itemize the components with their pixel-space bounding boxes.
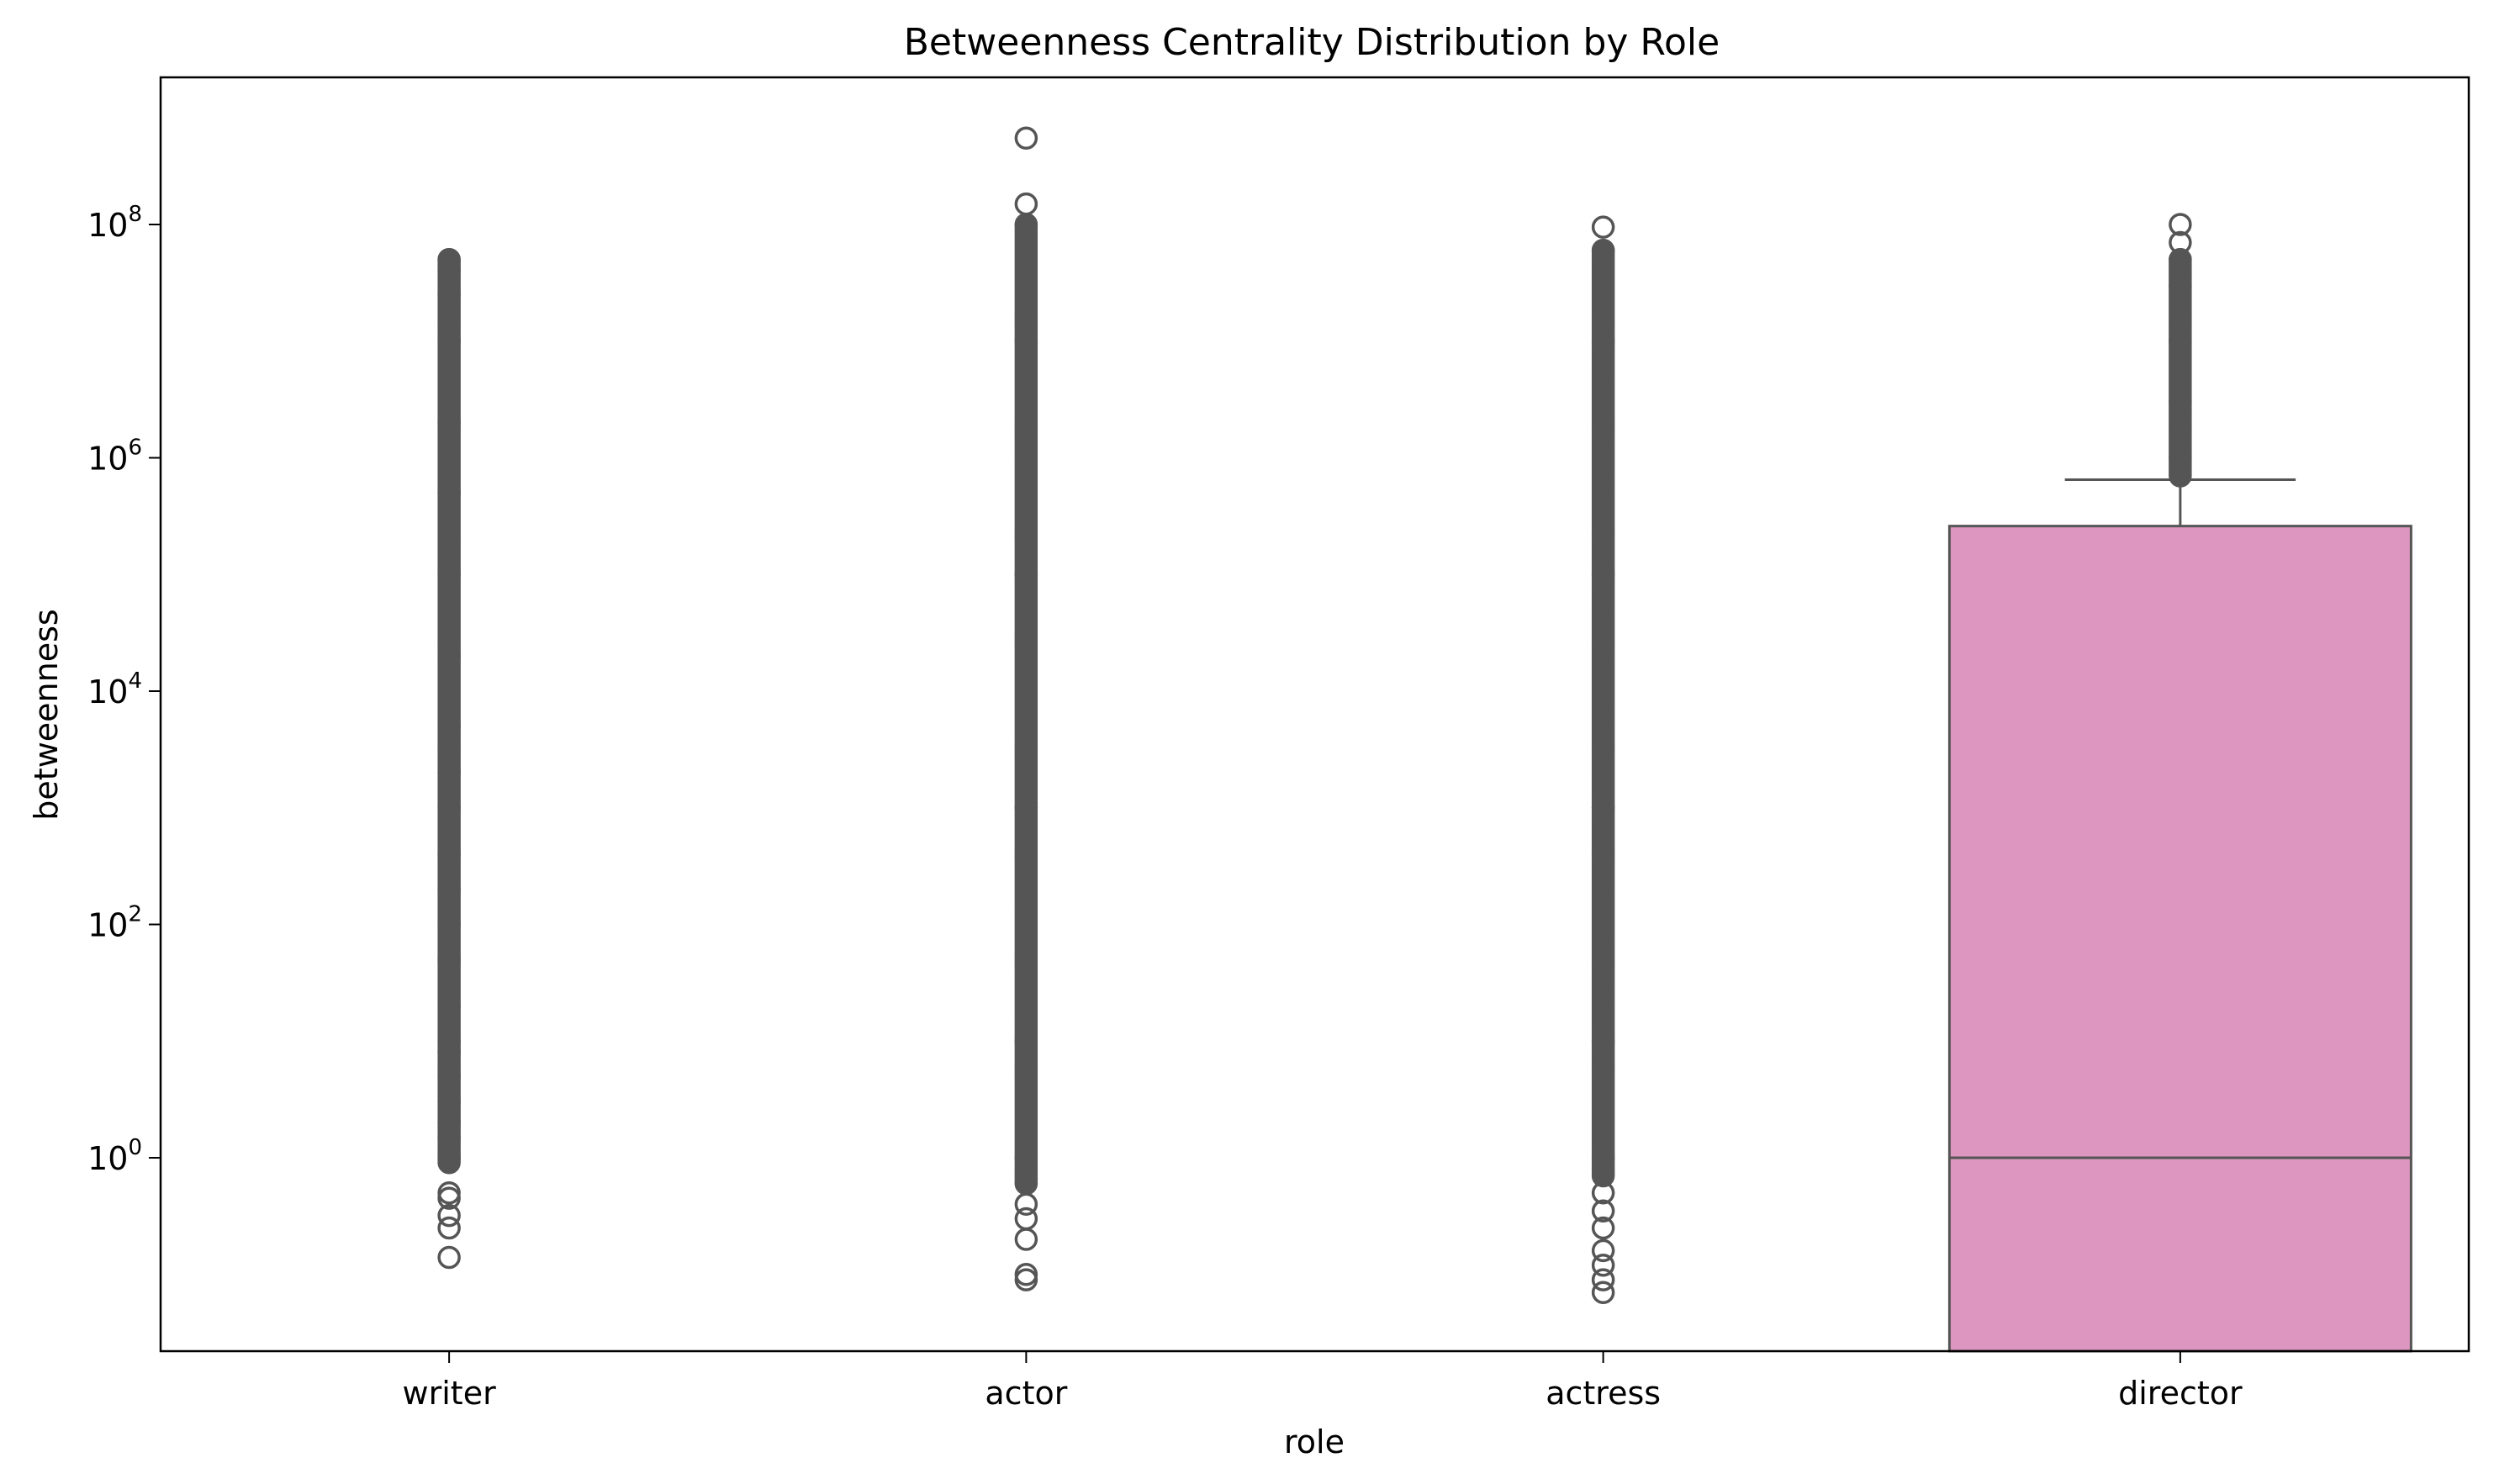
- box-group-actress: [1591, 215, 1615, 1304]
- y-tick-label: 100: [87, 1135, 142, 1177]
- outlier-point: [1591, 1181, 1615, 1205]
- outlier-point: [437, 1091, 461, 1114]
- outlier-point: [437, 1125, 461, 1149]
- y-axis-label: betweenness: [28, 609, 65, 820]
- outlier-point: [1591, 330, 1615, 353]
- x-tick-label: writer: [403, 1375, 497, 1412]
- x-axis: writer actor actress director: [403, 1351, 2243, 1412]
- outlier-point: [437, 330, 461, 353]
- box-group-actor: [1014, 126, 1038, 1291]
- outlier-point: [1591, 1238, 1615, 1263]
- box-group-writer: [437, 248, 461, 1270]
- outlier-point: [437, 259, 461, 283]
- outlier-point: [1014, 1029, 1038, 1053]
- y-tick-label: 106: [87, 436, 142, 478]
- outlier-point: [1591, 239, 1615, 262]
- outlier-point: [1014, 126, 1038, 151]
- outlier-point: [1014, 1228, 1038, 1251]
- outlier-point: [1014, 1192, 1038, 1216]
- outlier-point: [1591, 1268, 1615, 1291]
- outlier-point: [1591, 1281, 1615, 1304]
- outlier-point: [437, 877, 461, 901]
- outlier-point: [2169, 446, 2192, 470]
- outlier-point: [437, 1216, 461, 1240]
- outlier-point: [437, 283, 461, 307]
- outlier-point: [2169, 390, 2192, 415]
- outlier-point: [1014, 330, 1038, 353]
- outlier-point: [1014, 1263, 1038, 1286]
- outlier-point: [1591, 1254, 1615, 1277]
- outlier-point: [437, 1040, 461, 1064]
- outlier-point: [437, 1064, 461, 1088]
- outlier-point: [2169, 230, 2192, 255]
- x-tick-label: actress: [1546, 1375, 1661, 1412]
- outlier-point: [1591, 1164, 1615, 1188]
- plot-area: [437, 126, 2412, 1353]
- outlier-point: [437, 481, 461, 505]
- box-iqr: [1947, 525, 2412, 1353]
- chart-title: Betweenness Centrality Distribution by R…: [904, 21, 1720, 64]
- outlier-point: [1591, 1199, 1615, 1223]
- outlier-point: [437, 994, 461, 1018]
- y-tick-label: 108: [87, 202, 142, 244]
- outlier-point: [1591, 562, 1615, 586]
- outlier-point: [437, 842, 461, 866]
- outlier-point: [1014, 1146, 1038, 1170]
- outlier-point: [437, 562, 461, 586]
- outlier-point: [1014, 1207, 1038, 1231]
- y-tick-label: 104: [87, 668, 142, 710]
- outlier-point: [2169, 330, 2192, 353]
- outlier-point: [2169, 464, 2192, 488]
- outlier-point: [1014, 1172, 1038, 1196]
- y-tick-label: 102: [87, 902, 142, 944]
- outlier-point: [437, 1203, 461, 1228]
- outlier-point: [1591, 1146, 1615, 1170]
- outlier-point: [1591, 215, 1615, 239]
- outlier-point: [2169, 273, 2192, 298]
- x-axis-label: role: [1284, 1423, 1345, 1460]
- outlier-point: [1014, 192, 1038, 216]
- outlier-point: [1014, 796, 1038, 820]
- outlier-point: [437, 715, 461, 738]
- outlier-point: [437, 912, 461, 937]
- outlier-point: [2169, 248, 2192, 272]
- y-axis: 100 102 104 106 108: [87, 202, 161, 1177]
- x-tick-label: director: [2118, 1375, 2243, 1412]
- outlier-point: [437, 796, 461, 820]
- outlier-point: [1014, 562, 1038, 586]
- outlier-point: [437, 1029, 461, 1053]
- x-tick-label: actor: [985, 1375, 1067, 1412]
- outlier-point: [437, 761, 461, 784]
- outlier-point: [1591, 796, 1615, 820]
- outlier-point: [437, 948, 461, 972]
- outlier-point: [2169, 213, 2192, 236]
- outlier-point: [1591, 1029, 1615, 1053]
- outlier-point: [437, 644, 461, 668]
- outlier-point: [437, 1181, 461, 1205]
- outlier-point: [1591, 1216, 1615, 1240]
- box-group-director: [1947, 213, 2412, 1353]
- outlier-point: [437, 410, 461, 435]
- outlier-point: [437, 1245, 461, 1270]
- outlier-point: [437, 248, 461, 272]
- plot-frame: [159, 76, 2470, 1353]
